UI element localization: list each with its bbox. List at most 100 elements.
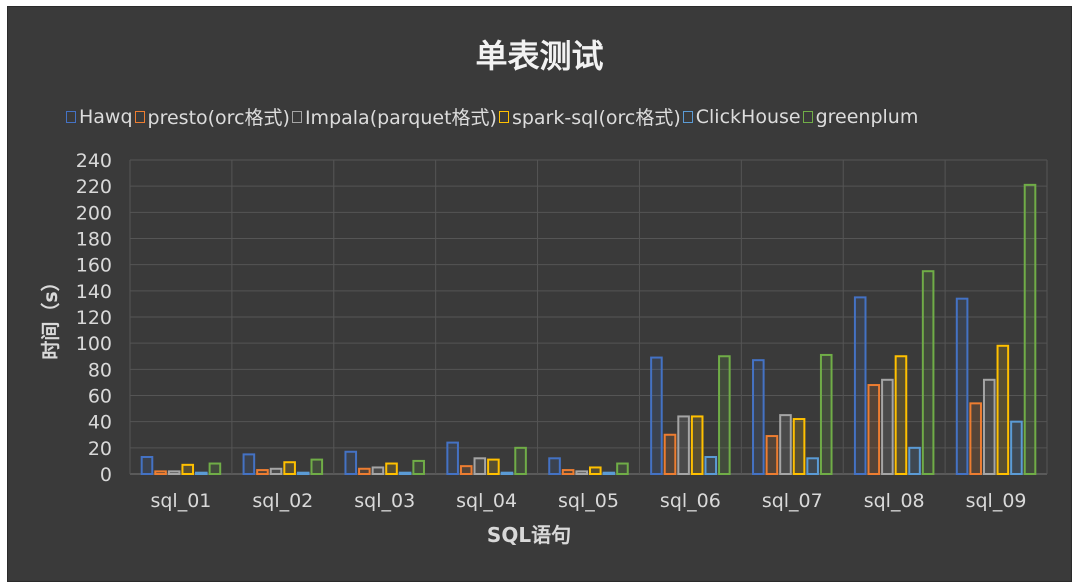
bar-sql_09-series-3 [996,344,1010,475]
bar-sql_05-series-2 [575,470,588,475]
x-tick-label: sql_04 [456,490,517,512]
bar-sql_08-series-5 [921,270,935,476]
y-tick-label: 220 [76,176,112,198]
bar-sql_09-series-1 [969,402,982,476]
x-tick-label: sql_08 [864,490,925,512]
x-tick-label: sql_07 [762,490,823,512]
bar-sql_06-series-2 [677,415,690,475]
x-tick-label: sql_05 [558,490,619,512]
y-tick-label: 40 [88,412,112,434]
bar-sql_07-series-1 [765,435,779,475]
bar-sql_09-series-2 [982,378,996,475]
x-tick-label: sql_09 [966,490,1027,512]
bar-sql_07-series-2 [779,414,792,475]
bar-sql_02-series-4 [296,471,310,476]
bar-sql_04-series-0 [446,441,459,476]
legend-label: spark-sql(orc格式) [511,107,681,129]
legend-item-5: greenplum [802,105,919,128]
bar-sql_05-series-1 [561,469,575,476]
bar-sql_09-series-4 [1010,420,1023,475]
bar-sql_06-series-5 [718,355,731,475]
y-tick-label: 60 [88,386,112,408]
bar-sql_03-series-3 [385,462,398,475]
legend-label: ClickHouse [695,105,801,128]
bar-sql_02-series-1 [256,469,269,476]
x-tick-label: sql_01 [150,490,211,512]
bar-sql_09-series-0 [955,297,969,475]
bar-sql_01-series-2 [167,470,181,475]
bar-sql_06-series-3 [690,415,704,475]
bar-sql_03-series-1 [358,467,371,475]
bar-sql_02-series-2 [269,467,283,475]
bar-sql_01-series-5 [208,462,222,475]
bar-sql_07-series-0 [752,359,765,475]
bar-sql_05-series-5 [616,462,629,475]
legend-item-3: spark-sql(orc格式) [498,103,681,130]
x-tick-label: sql_02 [252,490,313,512]
bar-sql_01-series-1 [154,470,167,475]
y-tick-label: 120 [76,307,112,329]
legend-label: greenplum [815,105,919,128]
bar-sql_08-series-0 [853,296,867,475]
legend-item-0: Hawq [66,106,133,128]
bar-sql_07-series-3 [792,418,806,475]
legend-swatch [802,110,813,123]
x-tick-label: sql_06 [660,490,721,512]
y-tick-label: 0 [100,464,112,486]
bars-layer [140,183,1037,476]
legend-label: Impala(parquet格式) [304,107,497,129]
bar-sql_04-series-1 [459,465,473,475]
y-tick-label: 80 [88,359,112,381]
legend-swatch [291,110,302,123]
legend-item-2: Impala(parquet格式) [291,103,497,130]
legend-label: Hawq [79,105,133,128]
bar-sql_01-series-4 [195,471,208,476]
chart-title: 单表测试 [475,37,604,75]
bar-sql_05-series-4 [602,471,616,476]
bar-sql_07-series-4 [806,457,819,475]
bar-sql_04-series-3 [487,458,500,476]
bar-sql_01-series-0 [140,455,154,476]
chart-frame: 单表测试 Hawq presto(orc格式) Impala(parquet格式) s… [7,6,1072,582]
bar-sql_01-series-3 [181,463,195,476]
y-axis-label: 时间（s） [39,272,62,359]
bar-sql_04-series-4 [500,471,514,476]
bar-sql_03-series-2 [371,466,385,476]
bar-sql_08-series-4 [908,446,921,476]
bar-sql_06-series-0 [650,356,663,475]
y-tick-label: 240 [76,150,112,172]
bar-sql_03-series-4 [398,471,412,476]
axis-layer: 0 20 40 60 80 100 120 140 160 180 200 220 240 sql_01 s… [76,150,1027,512]
bar-sql_08-series-1 [867,384,881,475]
chart-legend: Hawq presto(orc格式) Impala(parquet格式) spark-… [66,103,920,130]
y-tick-label: 20 [88,438,112,460]
bar-sql_02-series-5 [310,458,324,476]
bar-sql_05-series-3 [589,466,602,476]
legend-item-1: presto(orc格式) [134,103,290,130]
y-tick-label: 140 [76,281,112,303]
legend-item-4: ClickHouse [682,105,801,128]
bar-sql_08-series-2 [881,378,894,475]
bar-sql_06-series-1 [663,433,677,475]
legend-swatch [498,110,509,123]
x-axis-label: SQL语句 [487,523,571,547]
legend-swatch [134,110,145,123]
bar-sql_02-series-0 [242,453,256,475]
x-tick-label: sql_03 [354,490,415,512]
y-tick-label: 100 [76,333,112,355]
bar-sql_03-series-0 [344,450,358,475]
bar-sql_02-series-3 [283,461,296,476]
bar-sql_04-series-5 [514,446,527,476]
legend-label: presto(orc格式) [147,107,290,129]
bar-sql_07-series-5 [819,353,833,476]
bar-sql_09-series-5 [1023,183,1037,475]
legend-swatch [66,110,76,123]
bar-sql_06-series-4 [704,455,718,476]
y-tick-label: 160 [76,255,112,277]
legend-swatch [682,110,693,123]
y-tick-label: 200 [76,202,112,224]
bar-sql_05-series-0 [548,457,561,475]
grid-layer [129,159,1048,475]
y-tick-label: 180 [76,229,112,251]
